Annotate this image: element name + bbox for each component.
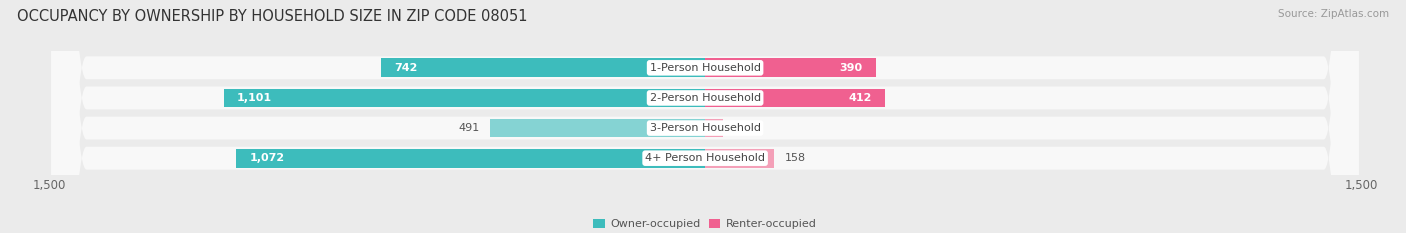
Text: 390: 390: [839, 63, 862, 73]
FancyBboxPatch shape: [52, 0, 1358, 233]
Text: OCCUPANCY BY OWNERSHIP BY HOUSEHOLD SIZE IN ZIP CODE 08051: OCCUPANCY BY OWNERSHIP BY HOUSEHOLD SIZE…: [17, 9, 527, 24]
Bar: [236, 149, 706, 168]
Text: 1,072: 1,072: [249, 153, 284, 163]
FancyBboxPatch shape: [52, 0, 1358, 233]
Bar: [706, 58, 876, 77]
Bar: [381, 58, 706, 77]
Legend: Owner-occupied, Renter-occupied: Owner-occupied, Renter-occupied: [589, 214, 821, 233]
Bar: [706, 89, 886, 107]
Text: 742: 742: [394, 63, 418, 73]
Bar: [706, 119, 723, 137]
Text: 158: 158: [785, 153, 806, 163]
Text: 412: 412: [849, 93, 872, 103]
Text: 3-Person Household: 3-Person Household: [650, 123, 761, 133]
Text: 1-Person Household: 1-Person Household: [650, 63, 761, 73]
Text: 4+ Person Household: 4+ Person Household: [645, 153, 765, 163]
Text: 40: 40: [734, 123, 748, 133]
Text: 2-Person Household: 2-Person Household: [650, 93, 761, 103]
Text: 1,101: 1,101: [236, 93, 271, 103]
FancyBboxPatch shape: [52, 0, 1358, 233]
FancyBboxPatch shape: [52, 0, 1358, 233]
Text: Source: ZipAtlas.com: Source: ZipAtlas.com: [1278, 9, 1389, 19]
Bar: [224, 89, 706, 107]
Bar: [706, 149, 775, 168]
Text: 491: 491: [458, 123, 479, 133]
Bar: [491, 119, 706, 137]
